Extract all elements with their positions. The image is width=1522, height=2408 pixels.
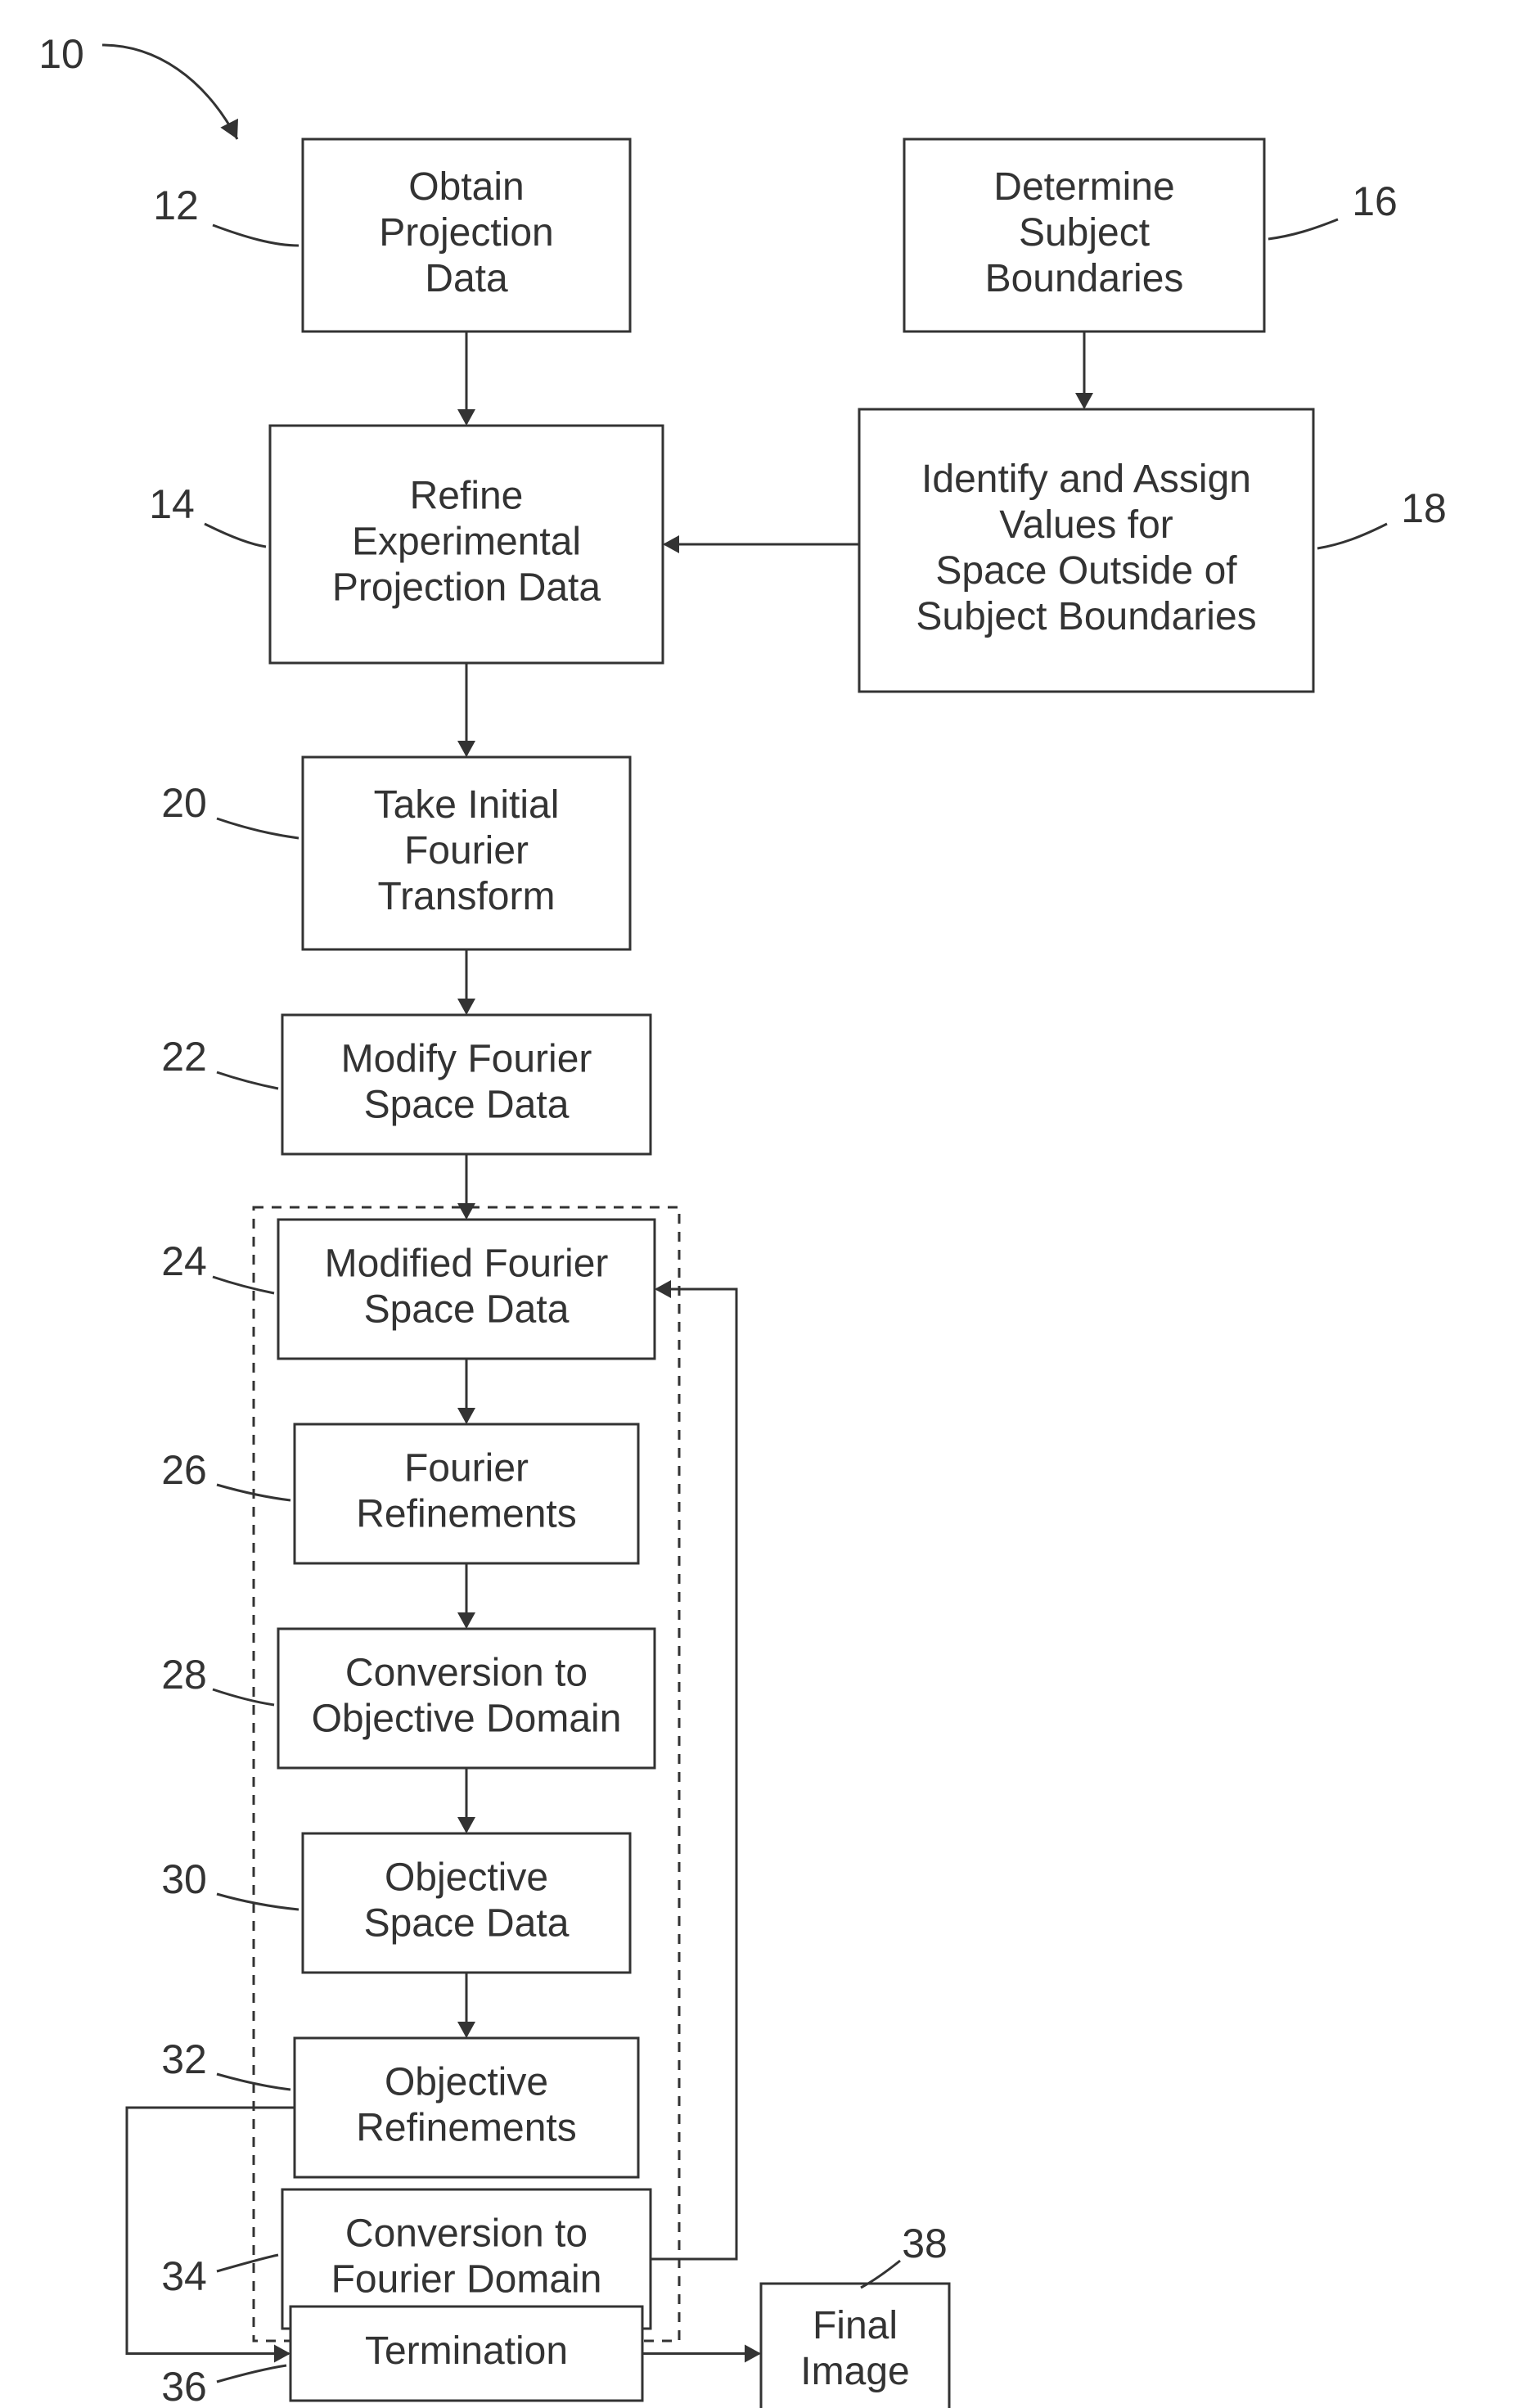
flowchart-canvas: ObtainProjectionDataRefineExperimentalPr…	[0, 0, 1522, 2408]
flow-node-n22-label-line-1: Space Data	[364, 1084, 570, 1127]
flow-node-n32-label-line-1: Refinements	[356, 2107, 576, 2150]
ref-number-n20: 20	[161, 780, 207, 826]
ref-number-n22: 22	[161, 1034, 207, 1080]
flow-node-n12-label-line-1: Projection	[379, 211, 553, 255]
flow-node-n22-label-line-0: Modify Fourier	[341, 1038, 592, 1081]
leader-n20	[217, 818, 299, 838]
ref-number-n24: 24	[161, 1238, 207, 1284]
flow-node-n12-label-line-2: Data	[425, 257, 508, 300]
flow-node-n24-label-line-0: Modified Fourier	[325, 1242, 609, 1286]
flow-node-n20-label-line-0: Take Initial	[374, 783, 560, 827]
ref-number-n14: 14	[149, 481, 195, 527]
flow-node-n12: ObtainProjectionData	[303, 139, 630, 331]
flow-node-n18: Identify and AssignValues forSpace Outsi…	[859, 409, 1313, 692]
flow-node-n14: RefineExperimentalProjection Data	[270, 426, 663, 663]
flow-node-n18-label-line-3: Subject Boundaries	[916, 595, 1256, 638]
flow-node-n18-label-line-2: Space Outside of	[935, 549, 1237, 593]
edge-n34-n24	[651, 1289, 736, 2259]
flow-node-n30: ObjectiveSpace Data	[303, 1833, 630, 1973]
flow-node-n32-label-line-0: Objective	[385, 2061, 548, 2104]
flow-node-n18-label-line-0: Identify and Assign	[921, 458, 1251, 501]
flow-node-n34-label-line-0: Conversion to	[345, 2212, 588, 2256]
figure-ref-number: 10	[38, 31, 84, 77]
flow-node-n38-label-line-0: Final	[813, 2304, 898, 2347]
ref-number-n36: 36	[161, 2364, 207, 2408]
flow-node-n20: Take InitialFourierTransform	[303, 757, 630, 949]
flow-node-n26: FourierRefinements	[295, 1424, 638, 1563]
ref-number-n34: 34	[161, 2253, 207, 2299]
leader-n24	[213, 1277, 274, 1293]
leader-n18	[1317, 524, 1387, 548]
flow-node-n16: DetermineSubjectBoundaries	[904, 139, 1264, 331]
ref-number-n26: 26	[161, 1447, 207, 1493]
flow-node-n16-label-line-0: Determine	[993, 165, 1174, 209]
flow-node-n32: ObjectiveRefinements	[295, 2038, 638, 2177]
leader-n34	[217, 2255, 278, 2271]
ref-number-n30: 30	[161, 1856, 207, 1902]
edge-n32-n36	[127, 2108, 295, 2354]
flow-node-n38: FinalImage	[761, 2284, 949, 2408]
leader-n12	[213, 225, 299, 246]
flow-node-n18-label-line-1: Values for	[999, 503, 1173, 547]
flow-node-n16-label-line-2: Boundaries	[985, 257, 1184, 300]
flow-node-n34-label-line-1: Fourier Domain	[331, 2258, 602, 2302]
flow-node-n20-label-line-1: Fourier	[404, 829, 529, 873]
flow-node-n14-label-line-2: Projection Data	[332, 566, 601, 610]
flow-node-n30-label-line-1: Space Data	[364, 1902, 570, 1946]
flow-node-n30-label-line-0: Objective	[385, 1856, 548, 1900]
ref-number-n18: 18	[1401, 485, 1447, 531]
flow-node-n28: Conversion toObjective Domain	[278, 1629, 655, 1768]
leader-n30	[217, 1894, 299, 1910]
flow-node-n26-label-line-1: Refinements	[356, 1493, 576, 1536]
flow-node-n22: Modify FourierSpace Data	[282, 1015, 651, 1154]
flow-node-n24-label-line-1: Space Data	[364, 1288, 570, 1332]
ref-number-n12: 12	[153, 183, 199, 228]
ref-number-n16: 16	[1352, 178, 1398, 224]
flow-node-n36-label-line-0: Termination	[365, 2329, 568, 2373]
leader-n14	[205, 524, 266, 547]
flow-node-n24: Modified FourierSpace Data	[278, 1220, 655, 1359]
flow-node-n38-label-line-1: Image	[800, 2350, 909, 2393]
leader-n36	[217, 2365, 286, 2382]
flow-node-n26-label-line-0: Fourier	[404, 1447, 529, 1490]
flow-node-n16-label-line-1: Subject	[1019, 211, 1150, 255]
flow-node-n12-label-line-0: Obtain	[408, 165, 524, 209]
figure-ref-arrow	[102, 45, 237, 139]
flow-node-n28-label-line-1: Objective Domain	[312, 1698, 622, 1741]
flow-node-n28-label-line-0: Conversion to	[345, 1652, 588, 1695]
flow-node-n14-label-line-1: Experimental	[352, 521, 581, 564]
leader-n28	[213, 1689, 274, 1705]
ref-number-n28: 28	[161, 1652, 207, 1698]
ref-number-n38: 38	[902, 2221, 948, 2266]
ref-number-n32: 32	[161, 2036, 207, 2082]
leader-n16	[1268, 219, 1338, 239]
flow-node-n36: Termination	[290, 2307, 642, 2401]
leader-n22	[217, 1072, 278, 1089]
flow-node-n14-label-line-0: Refine	[410, 475, 524, 518]
flow-node-n20-label-line-2: Transform	[378, 875, 556, 918]
